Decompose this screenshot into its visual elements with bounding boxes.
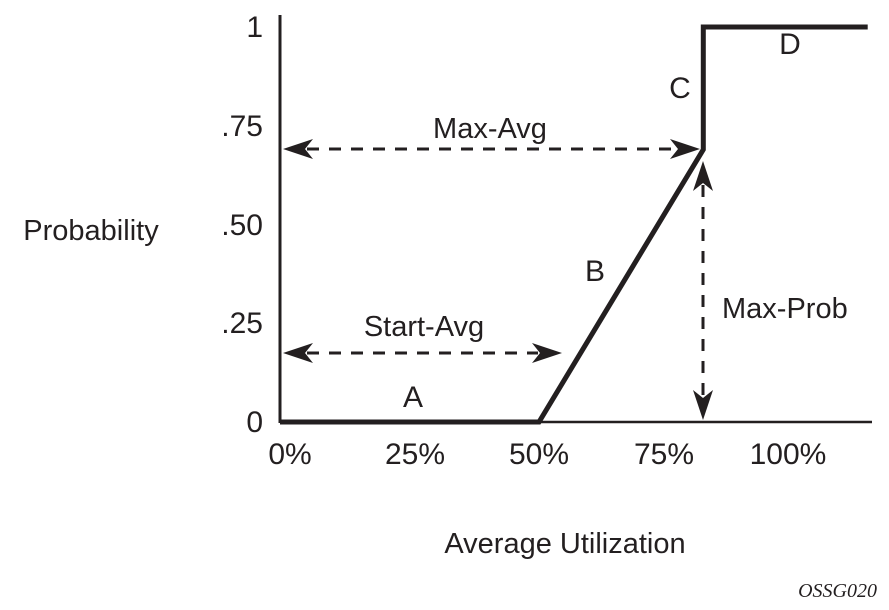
x-tick-label-2: 50%	[509, 438, 569, 471]
y-tick-label-3: .75	[221, 110, 263, 143]
x-axis-title: Average Utilization	[444, 528, 685, 560]
segment-label-a: A	[403, 381, 423, 414]
figure-code: OSSG020	[798, 580, 877, 602]
segment-label-c: C	[669, 72, 691, 105]
y-tick-label-0: 0	[246, 406, 263, 439]
x-tick-label-3: 75%	[634, 438, 694, 471]
x-tick-label-1: 25%	[385, 438, 445, 471]
start-avg-label: Start-Avg	[364, 311, 484, 343]
max-prob-label: Max-Prob	[722, 293, 848, 325]
x-axis-tick-labels: 0% 25% 50% 75% 100%	[268, 438, 826, 471]
max-avg-arrow	[283, 139, 700, 159]
probability-curve	[280, 24, 868, 425]
x-tick-label-0: 0%	[268, 438, 311, 471]
max-avg-arrow-head-left	[283, 139, 313, 159]
y-tick-label-1: .25	[221, 307, 263, 340]
start-avg-arrow-head-left	[283, 343, 313, 363]
y-axis-title: Probability	[23, 215, 159, 247]
start-avg-arrow-head-right	[532, 343, 562, 363]
annotation-arrows	[283, 139, 713, 420]
segment-label-d: D	[779, 28, 801, 61]
max-avg-label: Max-Avg	[433, 113, 547, 145]
y-tick-label-2: .50	[221, 209, 263, 242]
x-tick-label-4: 100%	[750, 438, 827, 471]
y-tick-label-4: 1	[246, 11, 263, 44]
max-prob-arrow-head-up	[693, 161, 713, 191]
max-avg-arrow-head-right	[670, 139, 700, 159]
y-axis-tick-labels: 0 .25 .50 .75 1	[221, 11, 263, 439]
segment-label-b: B	[585, 255, 605, 288]
start-avg-arrow	[283, 343, 562, 363]
max-prob-arrow-head-down	[693, 390, 713, 420]
max-prob-arrow	[693, 161, 713, 420]
